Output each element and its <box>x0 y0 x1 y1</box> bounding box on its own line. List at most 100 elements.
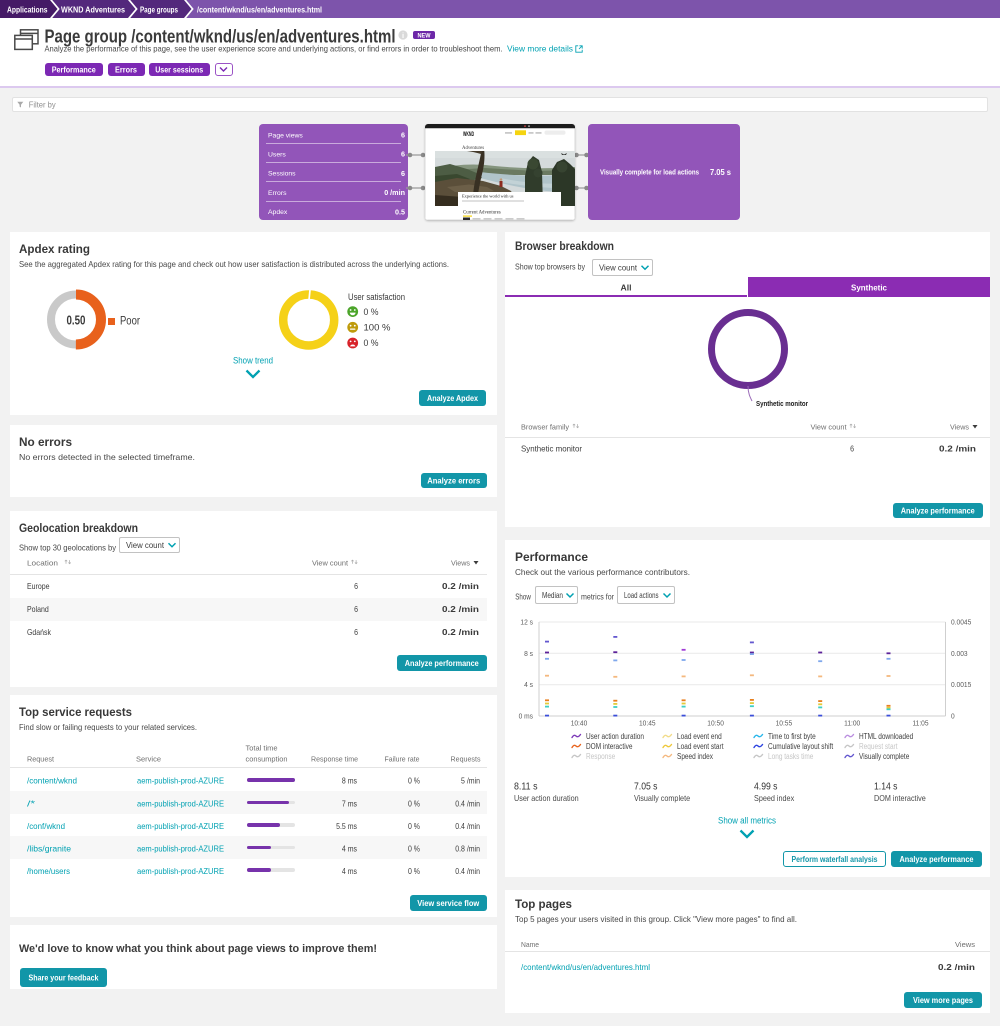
svg-text:View count: View count <box>126 541 165 550</box>
svg-text:Top pages: Top pages <box>515 897 572 911</box>
svg-text:Performance: Performance <box>52 65 96 74</box>
svg-text:WKND: WKND <box>463 131 474 138</box>
svg-text:0 /min: 0 /min <box>384 188 405 197</box>
svg-text:0 %: 0 % <box>408 822 420 831</box>
svg-text:0.5: 0.5 <box>395 207 405 216</box>
svg-text:Current Adventures: Current Adventures <box>463 211 501 216</box>
svg-text:Performance: Performance <box>515 550 588 564</box>
svg-text:Request: Request <box>27 755 54 764</box>
svg-text:Filter by: Filter by <box>29 100 57 110</box>
svg-text:Views: Views <box>950 423 969 432</box>
svg-text:0.4 /min: 0.4 /min <box>455 822 480 831</box>
svg-text:Time to first byte: Time to first byte <box>768 732 816 741</box>
svg-text:0.8 /min: 0.8 /min <box>455 845 480 854</box>
svg-text:Load event end: Load event end <box>677 732 722 741</box>
svg-text:5.5 ms: 5.5 ms <box>336 822 357 831</box>
svg-text:0.2 /min: 0.2 /min <box>442 582 479 591</box>
svg-text:Visually complete for load act: Visually complete for load actions <box>600 168 699 177</box>
svg-text:/content/wknd: /content/wknd <box>27 777 77 786</box>
svg-text:/home/users: /home/users <box>27 867 70 876</box>
svg-text:Poor: Poor <box>120 314 140 328</box>
svg-text:No errors: No errors <box>19 435 72 449</box>
svg-text:i: i <box>402 31 404 40</box>
svg-text:8 ms: 8 ms <box>342 777 357 786</box>
svg-text:No errors detected in the sele: No errors detected in the selected timef… <box>19 452 195 462</box>
svg-text:metrics for: metrics for <box>581 592 614 602</box>
svg-text:0 %: 0 % <box>364 338 379 348</box>
svg-text:Applications: Applications <box>7 4 48 14</box>
svg-text:Apdex: Apdex <box>268 209 288 216</box>
svg-text:10:40: 10:40 <box>571 721 588 728</box>
svg-text:Perform waterfall analysis: Perform waterfall analysis <box>792 855 878 864</box>
svg-text:6: 6 <box>401 131 405 140</box>
svg-text:1.14 s: 1.14 s <box>874 781 898 793</box>
svg-text:5 /min: 5 /min <box>461 777 480 786</box>
svg-text:Service: Service <box>136 755 161 764</box>
svg-text:We'd love to know what you thi: We'd love to know what you think about p… <box>19 943 377 955</box>
svg-text:/libs/granite: /libs/granite <box>27 845 71 854</box>
svg-text:0.2 /min: 0.2 /min <box>938 963 975 972</box>
svg-text:Check out the various performa: Check out the various performance contri… <box>515 567 690 577</box>
svg-text:See the aggregated Apdex ratin: See the aggregated Apdex rating for this… <box>19 259 449 269</box>
svg-text:Median: Median <box>542 591 563 600</box>
svg-text:Gdańsk: Gdańsk <box>27 628 52 637</box>
svg-text:User satisfaction: User satisfaction <box>348 292 405 302</box>
svg-text:11:00: 11:00 <box>844 721 860 728</box>
svg-text:4 ms: 4 ms <box>342 845 357 854</box>
svg-text:10:45: 10:45 <box>639 721 656 728</box>
svg-text:WKND Adventures: WKND Adventures <box>61 4 125 14</box>
svg-text:/content/wknd/us/en/adventures: /content/wknd/us/en/adventures.html <box>521 963 650 972</box>
svg-text:User action duration: User action duration <box>514 793 579 803</box>
svg-text:Users: Users <box>268 152 286 159</box>
svg-text:0.4 /min: 0.4 /min <box>455 799 480 808</box>
svg-text:0 %: 0 % <box>408 799 420 808</box>
svg-text:Find slow or failing requests: Find slow or failing requests to your re… <box>19 722 197 732</box>
svg-text:0.2 /min: 0.2 /min <box>442 605 479 614</box>
svg-text:0.0015: 0.0015 <box>951 682 971 689</box>
svg-text:Browser breakdown: Browser breakdown <box>515 239 614 253</box>
svg-text:4 s: 4 s <box>524 682 533 689</box>
svg-text:User action duration: User action duration <box>586 732 644 741</box>
svg-text:Apdex rating: Apdex rating <box>19 242 90 256</box>
svg-text:0.50: 0.50 <box>67 314 86 328</box>
svg-text:Response: Response <box>586 752 616 761</box>
svg-text:12 s: 12 s <box>520 620 533 627</box>
svg-text:Browser family: Browser family <box>521 423 569 432</box>
svg-text:Page group /content/wknd/us/en: Page group /content/wknd/us/en/adventure… <box>45 26 396 46</box>
svg-text:Top 5 pages your users visited: Top 5 pages your users visited in this g… <box>515 914 797 924</box>
svg-text:Show all metrics: Show all metrics <box>718 816 776 826</box>
svg-text:View count: View count <box>312 559 348 568</box>
svg-text:Total time: Total time <box>246 744 278 753</box>
svg-text:6: 6 <box>850 445 854 454</box>
svg-text:0.2 /min: 0.2 /min <box>939 445 976 454</box>
svg-text:Synthetic monitor: Synthetic monitor <box>756 401 808 408</box>
svg-text:DOM interactive: DOM interactive <box>586 742 633 751</box>
svg-text:View more pages: View more pages <box>913 996 974 1005</box>
svg-text:Adventures: Adventures <box>462 146 484 151</box>
svg-text:Views: Views <box>955 940 975 949</box>
svg-text:Load actions: Load actions <box>624 591 659 600</box>
svg-text:HTML downloaded: HTML downloaded <box>859 732 913 741</box>
svg-text:4 ms: 4 ms <box>342 867 357 876</box>
svg-text:10:55: 10:55 <box>776 721 793 728</box>
svg-text:Poland: Poland <box>27 605 49 614</box>
svg-text:NEW: NEW <box>418 32 432 39</box>
svg-text:Sessions: Sessions <box>268 171 296 178</box>
svg-text:Errors: Errors <box>115 65 138 74</box>
svg-text:View service flow: View service flow <box>417 899 480 908</box>
svg-text:10:50: 10:50 <box>707 721 724 728</box>
svg-text:Europe: Europe <box>27 582 50 591</box>
svg-text:Analyze performance: Analyze performance <box>901 506 976 515</box>
svg-text:0.003: 0.003 <box>951 651 968 658</box>
svg-text:All: All <box>621 283 632 293</box>
svg-text:11:05: 11:05 <box>912 721 928 728</box>
svg-text:Long tasks time: Long tasks time <box>768 752 814 761</box>
svg-text:Requests: Requests <box>451 755 481 764</box>
svg-text:aem-publish-prod-AZURE: aem-publish-prod-AZURE <box>137 799 224 808</box>
svg-text:consumption: consumption <box>246 755 288 764</box>
svg-text:/*: /* <box>27 799 36 808</box>
svg-text:Synthetic: Synthetic <box>851 283 887 293</box>
svg-text:6: 6 <box>354 605 358 614</box>
svg-text:Analyze the performance of thi: Analyze the performance of this page, se… <box>45 44 503 54</box>
svg-text:0.4 /min: 0.4 /min <box>455 867 480 876</box>
